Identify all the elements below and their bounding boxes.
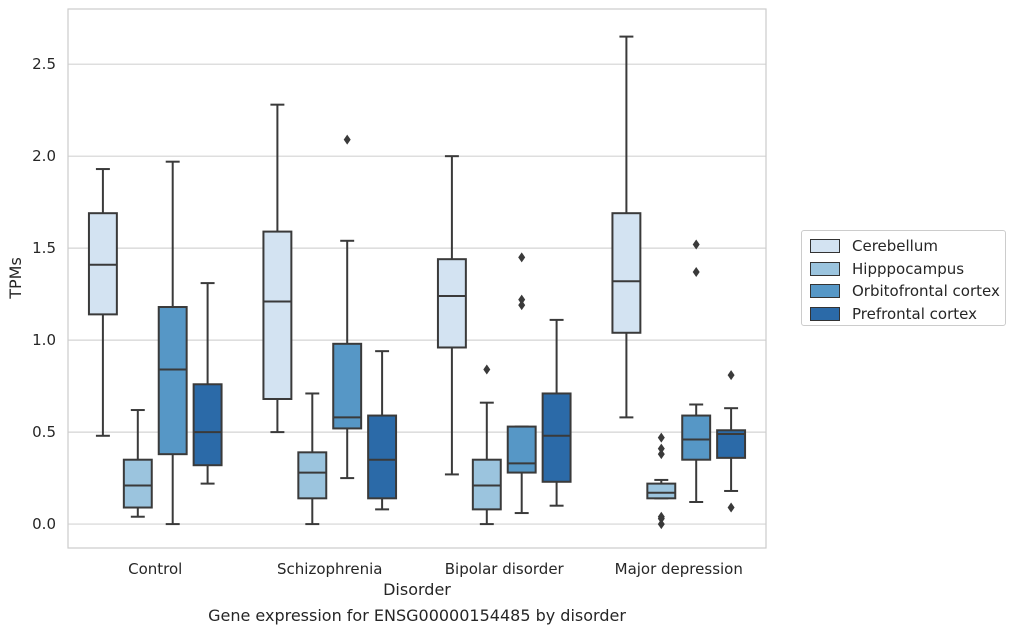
y-tick-label: 1.5 — [32, 239, 56, 257]
x-tick-label: Bipolar disorder — [445, 560, 565, 578]
box-iqr — [541, 392, 572, 483]
box-iqr — [646, 482, 677, 500]
box-iqr — [262, 230, 293, 400]
y-tick-label: 2.5 — [32, 55, 56, 73]
box-iqr — [367, 414, 398, 500]
box-element — [506, 252, 537, 515]
outlier-point — [657, 432, 665, 443]
box-iqr — [122, 458, 153, 509]
box-element — [716, 370, 747, 513]
box-iqr — [436, 258, 467, 349]
box-element — [192, 282, 223, 485]
box-element — [87, 168, 118, 437]
x-tick-label: Major depression — [615, 560, 743, 578]
outlier-point — [657, 519, 665, 530]
legend-swatch — [810, 306, 840, 321]
box-iqr — [506, 425, 537, 474]
outlier-point — [657, 513, 665, 524]
boxes — [87, 35, 747, 530]
legend-swatch — [810, 284, 840, 299]
legend-item-orbitofrontal-cortex: Orbitofrontal cortex — [810, 280, 1000, 303]
y-tick-label: 2.0 — [32, 147, 56, 165]
x-tick-label: Control — [128, 560, 182, 578]
outlier-point — [483, 364, 491, 375]
box-element — [332, 134, 363, 480]
box-element — [611, 35, 642, 419]
plot-frame — [67, 8, 767, 549]
legend-label: Hipppocampus — [852, 259, 965, 278]
box-iqr — [611, 212, 642, 334]
legend-item-cerebellum: Cerebellum — [810, 235, 997, 258]
outlier-point — [727, 502, 735, 513]
legend-swatch — [810, 239, 840, 254]
box-iqr — [192, 383, 223, 467]
box-iqr — [297, 451, 328, 500]
outlier-point — [692, 239, 700, 250]
box-element — [122, 409, 153, 518]
box-element — [471, 364, 502, 526]
chart-caption: Gene expression for ENSG00000154485 by d… — [208, 606, 626, 625]
legend-label: Orbitofrontal cortex — [852, 282, 1000, 301]
box-element — [646, 432, 677, 530]
x-tick-label: Schizophrenia — [277, 560, 382, 578]
x-axis-label: Disorder — [383, 580, 451, 599]
box-element — [157, 160, 188, 526]
legend-item-hippocampus: Hipppocampus — [810, 258, 997, 281]
outlier-point — [657, 449, 665, 460]
box-element — [681, 239, 712, 504]
y-tick-label: 0.5 — [32, 423, 56, 441]
outlier-point — [343, 134, 351, 145]
y-axis-label: TPMs — [6, 257, 25, 300]
y-tick-labels: 0.0 0.5 1.0 1.5 2.0 2.5 — [32, 55, 56, 533]
box-element — [297, 392, 328, 526]
legend-swatch — [810, 261, 840, 276]
box-iqr — [681, 414, 712, 461]
outlier-point — [692, 267, 700, 278]
legend-label: Cerebellum — [852, 237, 938, 256]
box-element — [541, 318, 572, 507]
box-iqr — [157, 306, 188, 456]
box-element — [367, 350, 398, 511]
outlier-point — [518, 294, 526, 305]
outlier-point — [518, 300, 526, 311]
legend: Cerebellum Hipppocampus Orbitofrontal co… — [801, 230, 1006, 326]
y-tick-label: 0.0 — [32, 515, 56, 533]
outlier-point — [727, 370, 735, 381]
box-element — [436, 155, 467, 476]
legend-item-prefrontal-cortex: Prefrontal cortex — [810, 303, 997, 326]
outlier-point — [657, 443, 665, 454]
box-element — [262, 103, 293, 434]
y-tick-label: 1.0 — [32, 331, 56, 349]
outlier-point — [518, 252, 526, 263]
box-iqr — [332, 342, 363, 430]
x-tick-labels: Control Schizophrenia Bipolar disorder Majo… — [128, 560, 743, 578]
legend-label: Prefrontal cortex — [852, 304, 977, 323]
